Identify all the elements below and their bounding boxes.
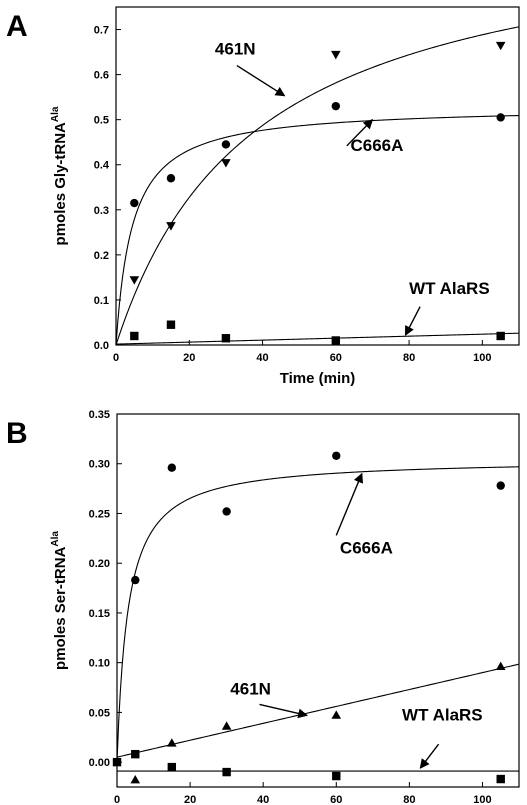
panel-b-fit-curve-461n (116, 663, 520, 758)
panel-b-point-461n (331, 710, 342, 719)
panel-a-x-tick-label: 80 (403, 352, 415, 364)
panel-a-point-wt-alars (166, 320, 176, 329)
panel-a-point-461n (221, 159, 231, 168)
panel-b-x-tick-label: 20 (184, 794, 196, 805)
panel-b-x-tick-label: 40 (257, 794, 269, 805)
panel-a-y-tick-label: 0.0 (94, 340, 109, 352)
panel-b-point-461n (167, 738, 177, 747)
panel-b-y-tick-label: 0.05 (89, 707, 110, 719)
panel-a-y-tick-label: 0.6 (94, 70, 109, 82)
panel-b-point-wt-alars (332, 771, 341, 781)
panel-a-point-c666a (496, 113, 505, 122)
panel-a-y-tick-label: 0.4 (94, 160, 110, 172)
panel-a-y-tick-label: 0.1 (94, 295, 109, 307)
panel-b-y-tick-label: 0.00 (89, 757, 110, 769)
panel-b-y-axis-title: pmoles Ser-tRNAAla (50, 531, 69, 670)
panel-a-x-tick-label: 20 (183, 352, 195, 364)
panel-b-point-wt-alars (131, 749, 140, 759)
panel-a-label-c666a: C666A (350, 136, 403, 155)
panel-b-y-tick-label: 0.25 (89, 508, 110, 520)
panel-b-point-wt-alars (222, 767, 231, 777)
panel-b-fit-curve-c666a (116, 466, 520, 763)
panel-b-x-tick-label: 60 (330, 794, 342, 805)
panel-a-y-tick-label: 0.2 (94, 250, 109, 262)
panel-b-y-tick-label: 0.15 (89, 608, 110, 620)
panel-a-label-461n: 461N (215, 39, 256, 58)
panel-a-fit-curve-461n (115, 26, 520, 346)
panel-b-y-axis-title-main: pmoles Ser-tRNA (52, 546, 69, 670)
panel-a-y-tick-label: 0.3 (94, 205, 109, 217)
panel-b-label-461n: 461N (230, 679, 271, 698)
panel-a-point-461n (495, 41, 506, 51)
panel-a-y-tick-label: 0.5 (94, 115, 109, 127)
panel-a-point-c666a (166, 174, 176, 183)
panel-a-point-c666a (331, 101, 341, 111)
panel-a-fit-curve-c666a (115, 114, 520, 346)
panel-b-arrow-c666a (335, 472, 364, 536)
panel-b-label-c666a: C666A (340, 538, 393, 557)
panel-b-point-c666a (167, 463, 177, 472)
panel-b-point-c666a (222, 507, 231, 516)
panel-b-point-wt-alars (167, 762, 177, 772)
panel-a-arrow-461n (236, 64, 286, 97)
panel-a-point-c666a (130, 198, 139, 208)
panel-b-y-tick-label: 0.30 (89, 459, 110, 471)
panel-b-y-axis-title-sup: Ala (50, 531, 61, 547)
panel-a-point-wt-alars (331, 336, 341, 345)
panel-b-chart: B 0 20 40 60 80 100 0.00 0.05 0.10 0.15 0.20 0.25 0.3… (6, 409, 520, 805)
panel-a-point-wt-alars (221, 334, 231, 343)
panel-a-chart: A 0 20 40 60 80 100 0.0 0.1 0.2 0.3 0.4 0.5 0.6 0.7 Tim… (6, 6, 520, 387)
panel-b-label-wt-alars: WT AlaRS (402, 705, 483, 724)
panel-b-point-461n (130, 775, 141, 784)
panel-a-point-wt-alars (130, 331, 139, 341)
panel-b-plot-frame (116, 413, 520, 788)
panel-b-x-tick-label: 80 (403, 794, 415, 805)
panel-b-letter: B (6, 417, 28, 450)
panel-a-arrow-wt-alars (404, 306, 421, 336)
panel-a-x-tick-label: 0 (113, 352, 119, 364)
panel-b-arrow-wt-alars (419, 743, 440, 769)
panel-a-y-tick-label: 0.7 (94, 25, 109, 37)
panel-b-point-c666a (496, 481, 505, 490)
panel-a-letter: A (6, 10, 28, 43)
panel-a-y-axis-title-sup: Ala (50, 106, 61, 122)
panel-b-x-tick-label: 0 (114, 794, 120, 805)
panel-a-y-axis-title-main: pmoles Gly-tRNA (52, 122, 69, 246)
panel-b-point-c666a (332, 451, 341, 460)
panel-a-x-tick-label: 40 (256, 352, 268, 364)
panel-a-point-wt-alars (496, 331, 505, 341)
panel-a-point-461n (166, 222, 176, 231)
panel-a-point-461n (331, 50, 341, 60)
panel-a-y-axis-title: pmoles Gly-tRNAAla (50, 106, 69, 245)
panel-a-x-axis-title: Time (min) (280, 370, 356, 387)
panel-a-point-461n (129, 276, 140, 285)
panel-b-arrow-461n (259, 703, 308, 719)
panel-b-point-461n (221, 721, 232, 730)
panel-b-point-c666a (131, 575, 140, 585)
panel-b-point-wt-alars (112, 757, 122, 767)
panel-b-point-wt-alars (496, 774, 505, 784)
panel-a-label-wt-alars: WT AlaRS (409, 279, 490, 298)
panel-a-point-c666a (221, 140, 231, 149)
panel-b-y-tick-label: 0.10 (89, 658, 110, 670)
panel-b-y-tick-label: 0.20 (89, 558, 110, 570)
panel-a-plot-frame (115, 6, 520, 346)
panel-a-x-tick-label: 100 (473, 352, 491, 364)
panel-a-fit-curve-wt-alars (115, 332, 520, 345)
panel-a-arrow-c666a (346, 118, 374, 147)
panel-b-point-461n (495, 661, 506, 671)
panel-b-x-tick-label: 100 (473, 794, 491, 805)
panel-b-y-tick-label: 0.35 (89, 409, 110, 421)
panel-a-x-tick-label: 60 (330, 352, 342, 364)
